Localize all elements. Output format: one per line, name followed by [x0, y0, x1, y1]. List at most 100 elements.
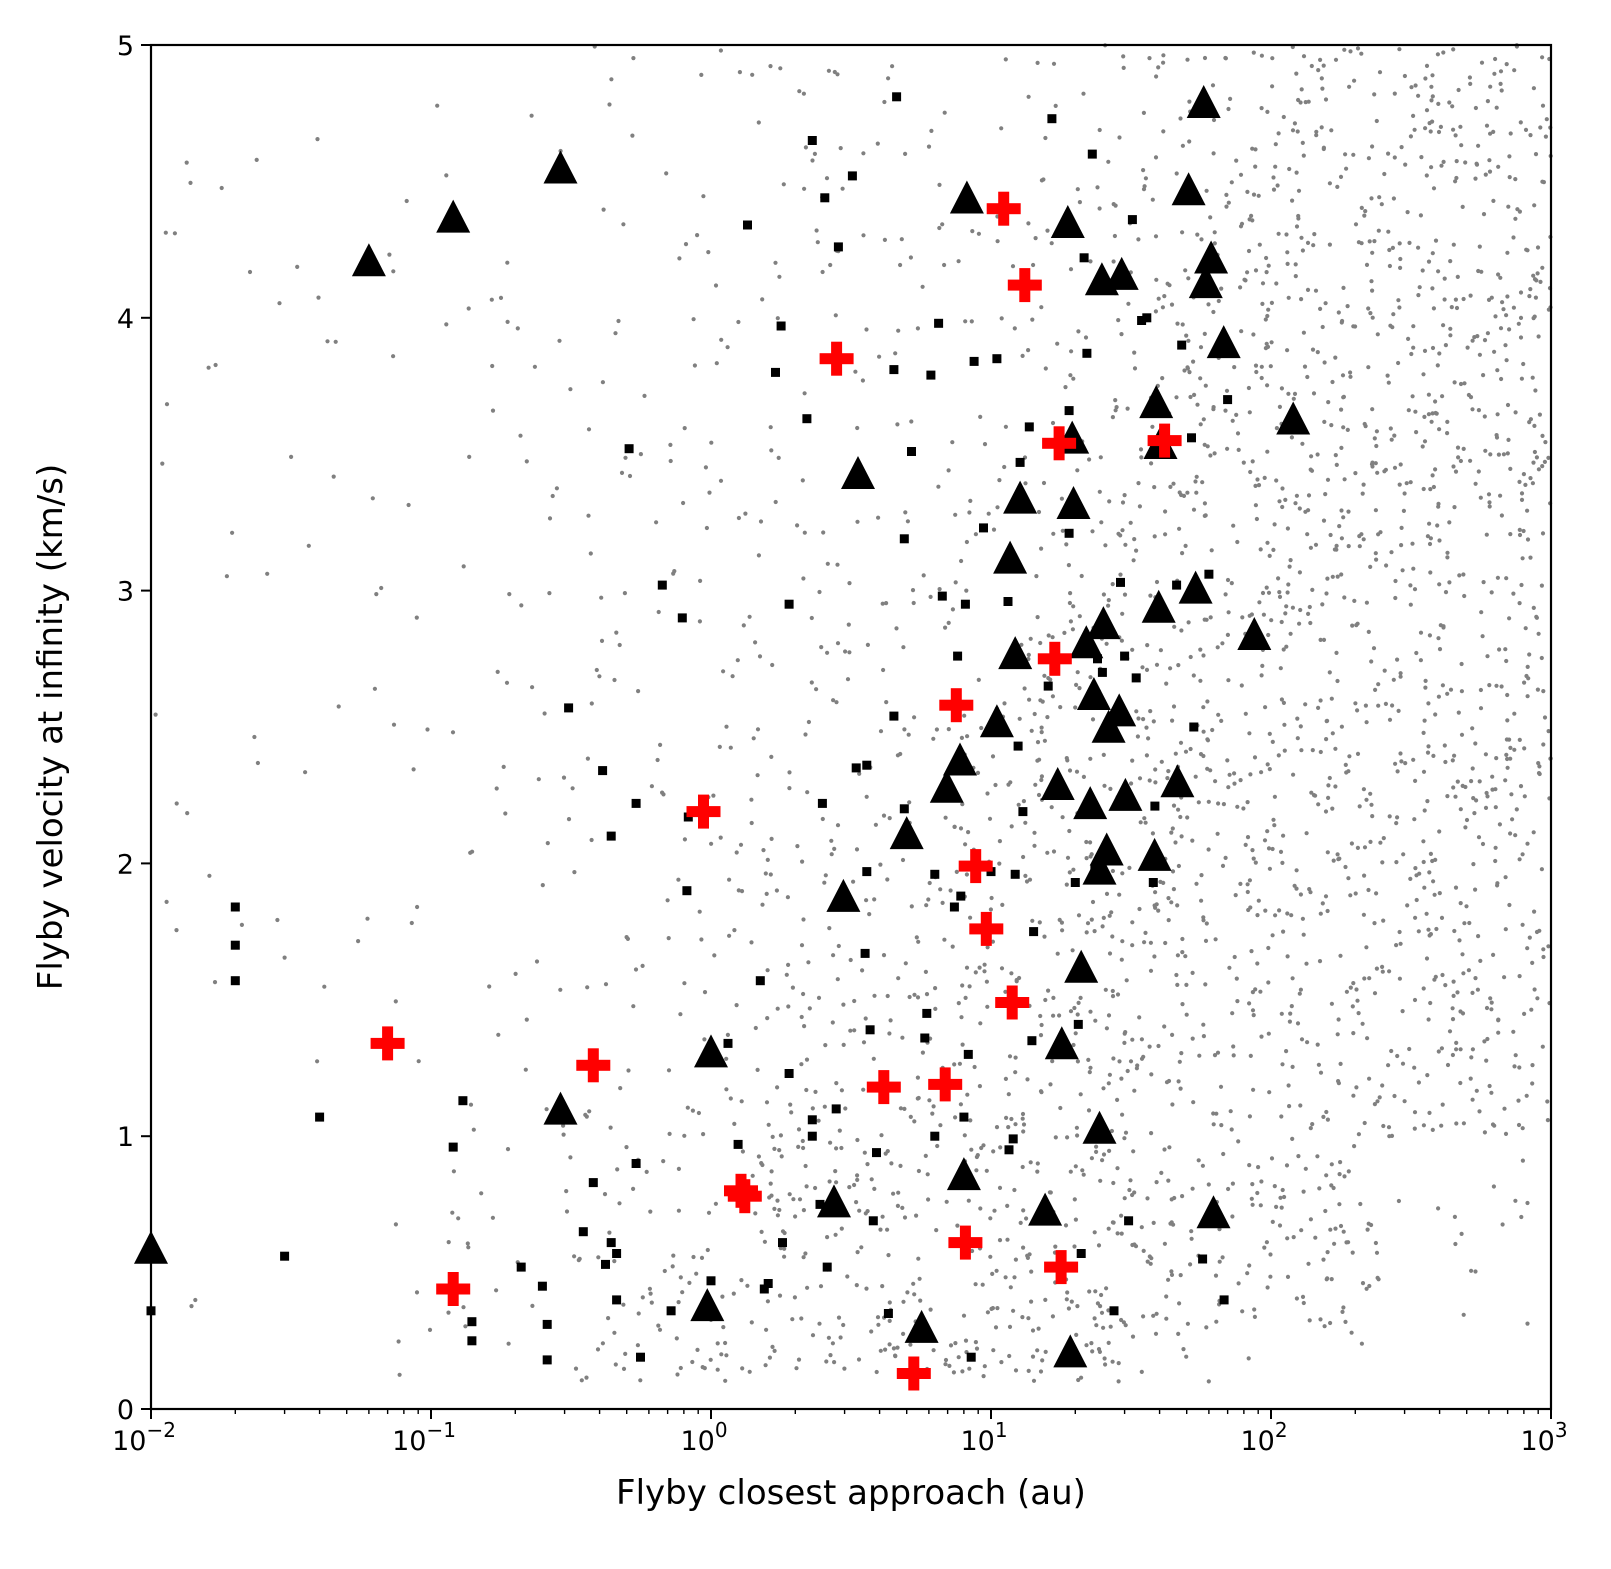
background-point	[1522, 794, 1527, 799]
background-point	[1295, 716, 1300, 721]
background-point	[1344, 770, 1349, 775]
background-point	[1038, 1033, 1044, 1038]
background-point	[1511, 305, 1516, 310]
background-point	[955, 1223, 960, 1228]
background-point	[655, 757, 660, 763]
background-point	[1043, 135, 1048, 141]
background-point	[1081, 91, 1086, 96]
background-point	[957, 1061, 963, 1066]
background-point	[1381, 1123, 1386, 1129]
background-point	[1476, 408, 1481, 413]
background-point	[1251, 50, 1256, 55]
background-point	[988, 1254, 993, 1259]
background-point	[887, 1300, 892, 1305]
background-point	[1434, 411, 1439, 416]
background-point	[524, 1017, 529, 1022]
background-point	[1338, 1223, 1344, 1229]
background-point	[869, 1177, 874, 1182]
background-point	[666, 1068, 672, 1073]
background-point	[393, 1222, 398, 1227]
background-point	[963, 319, 968, 324]
background-point	[1304, 961, 1309, 966]
square-point	[606, 1238, 616, 1248]
background-point	[1359, 205, 1364, 210]
triangle-point	[1056, 486, 1091, 519]
background-point	[466, 1245, 471, 1250]
background-point	[1212, 451, 1217, 456]
background-point	[1297, 570, 1302, 575]
background-point	[1026, 221, 1031, 226]
background-point	[409, 920, 414, 926]
background-point	[1213, 937, 1218, 942]
square-point	[963, 1049, 973, 1059]
background-point	[997, 839, 1003, 844]
background-point	[1361, 482, 1366, 487]
background-point	[1335, 184, 1340, 189]
x-tick-exponent: 2	[1275, 1418, 1288, 1442]
background-point	[1376, 703, 1381, 708]
background-point	[786, 962, 791, 968]
background-point	[1020, 1116, 1025, 1121]
background-point	[943, 1362, 948, 1367]
background-point	[993, 1325, 999, 1330]
background-point	[1174, 395, 1179, 400]
background-point	[790, 985, 796, 990]
background-point	[1337, 524, 1342, 529]
background-point	[769, 754, 774, 760]
background-point	[1343, 1319, 1348, 1324]
background-point	[1212, 230, 1217, 235]
background-point	[994, 1125, 1000, 1130]
background-point	[953, 1341, 958, 1346]
background-point	[717, 744, 722, 750]
background-point	[1142, 940, 1147, 945]
background-point	[1116, 1379, 1121, 1384]
background-point	[1513, 410, 1518, 415]
background-point	[1021, 1122, 1027, 1127]
background-point	[1361, 537, 1366, 542]
background-point	[1045, 715, 1050, 720]
background-point	[885, 877, 890, 882]
background-point	[861, 151, 866, 156]
background-point	[1035, 1169, 1040, 1174]
background-point	[1050, 1059, 1055, 1064]
background-point	[1324, 1109, 1329, 1115]
background-point	[891, 1191, 896, 1196]
background-point	[1257, 242, 1262, 247]
background-point	[785, 895, 791, 900]
background-point	[1451, 979, 1456, 984]
square-point	[883, 1309, 893, 1318]
background-point	[1285, 250, 1290, 255]
background-point	[1462, 921, 1467, 926]
background-point	[289, 454, 294, 459]
background-point	[1202, 331, 1207, 336]
background-point	[802, 186, 807, 191]
background-point	[827, 926, 832, 931]
background-point	[1397, 241, 1402, 246]
background-point	[589, 701, 594, 706]
background-point	[1185, 365, 1190, 370]
square-point	[1137, 316, 1147, 325]
background-point	[1369, 659, 1374, 664]
background-point	[1273, 142, 1278, 147]
background-point	[706, 250, 711, 255]
background-point	[1299, 1037, 1305, 1042]
background-point	[1370, 460, 1375, 465]
background-points-layer	[153, 43, 1553, 1384]
background-point	[906, 732, 911, 737]
background-point	[1364, 262, 1370, 267]
background-point	[1307, 1318, 1312, 1323]
background-point	[1517, 737, 1522, 743]
background-point	[1328, 532, 1333, 538]
background-point	[1208, 215, 1213, 220]
background-point	[1039, 305, 1044, 310]
background-point	[1285, 261, 1290, 266]
background-point	[1072, 1244, 1077, 1249]
triangle-point	[1028, 1192, 1063, 1226]
background-point	[1503, 875, 1508, 880]
background-point	[1420, 268, 1425, 273]
x-tick-label: 101	[960, 1418, 1007, 1457]
background-point	[1191, 1100, 1196, 1105]
background-point	[1117, 135, 1122, 140]
background-point	[1473, 1269, 1478, 1274]
background-point	[1386, 1125, 1392, 1130]
